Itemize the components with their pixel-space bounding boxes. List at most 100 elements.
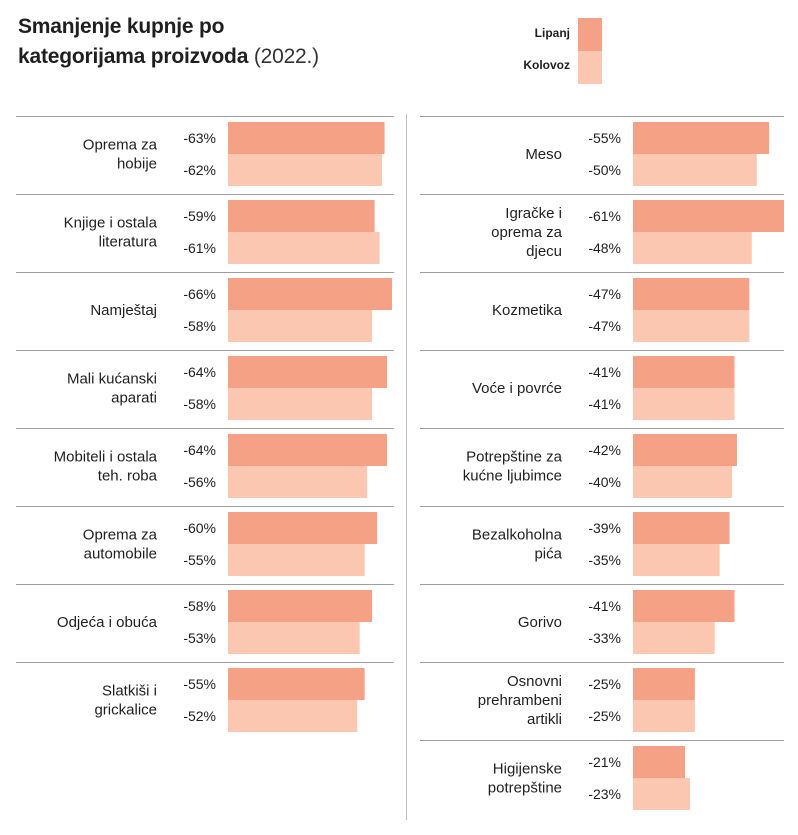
bar-lipanj: [633, 278, 750, 310]
value-label: -47%: [588, 286, 621, 302]
category-label-line: literatura: [99, 234, 158, 251]
bar-kolovoz: [633, 466, 733, 498]
value-label: -41%: [588, 364, 621, 380]
category-label: Gorivo: [518, 614, 562, 631]
category-label-line: Voće i povrće: [472, 380, 562, 397]
value-label: -25%: [588, 708, 621, 724]
bar-kolovoz: [228, 466, 368, 498]
bar-lipanj: [633, 668, 695, 700]
category-label: Mali kućanski aparati: [67, 371, 157, 407]
legend-label-kolovoz: Kolovoz: [523, 58, 570, 72]
legend-swatch-lipanj: [578, 18, 602, 51]
value-label: -47%: [588, 318, 621, 334]
category-label-line: pića: [534, 546, 562, 563]
bar-kolovoz: [633, 310, 750, 342]
bar-kolovoz: [633, 700, 695, 732]
value-label: -42%: [588, 442, 621, 458]
bar-lipanj: [228, 668, 365, 700]
category-label-line: Higijenske: [493, 761, 562, 778]
value-label: -61%: [588, 208, 621, 224]
category-label-line: Kozmetika: [492, 302, 563, 319]
value-label: -35%: [588, 552, 621, 568]
bar-kolovoz: [633, 622, 715, 654]
category-label: Mobiteli i ostala teh. roba: [54, 449, 158, 485]
chart-title: Smanjenje kupnje po kategorijama proizvo…: [18, 12, 319, 72]
bar-lipanj: [633, 434, 737, 466]
category-label-line: hobije: [117, 156, 157, 173]
value-label: -39%: [588, 520, 621, 536]
bar-kolovoz: [633, 154, 757, 186]
bar-lipanj: [633, 122, 770, 154]
value-label: -55%: [183, 676, 216, 692]
category-label-line: Mali kućanski: [67, 371, 157, 388]
category-label-line: Gorivo: [518, 614, 562, 631]
category-label: Oprema za hobije: [83, 137, 158, 173]
category-label-line: kućne ljubimce: [463, 468, 562, 485]
value-label: -33%: [588, 630, 621, 646]
value-label: -63%: [183, 130, 216, 146]
category-label-line: Oprema za: [83, 137, 158, 154]
title-line-2: kategorijama proizvoda: [18, 45, 249, 68]
value-label: -52%: [183, 708, 216, 724]
value-label: -53%: [183, 630, 216, 646]
bar-kolovoz: [633, 232, 752, 264]
value-label: -23%: [588, 786, 621, 802]
category-label-line: djecu: [526, 243, 562, 260]
value-label: -41%: [588, 396, 621, 412]
category-label: Kozmetika: [492, 302, 563, 319]
value-label: -64%: [183, 442, 216, 458]
category-label-line: aparati: [111, 390, 157, 407]
bar-kolovoz: [633, 388, 735, 420]
title-year: (2022.): [253, 45, 319, 68]
category-label-line: oprema za: [491, 224, 563, 241]
category-label-line: Odjeća i obuća: [57, 614, 158, 631]
bar-kolovoz: [228, 544, 365, 576]
value-label: -48%: [588, 240, 621, 256]
panel-divider: [406, 114, 407, 820]
bar-lipanj: [228, 200, 375, 232]
category-label: Igračke i oprema za djecu: [491, 205, 563, 260]
value-label: -55%: [588, 130, 621, 146]
bar-lipanj: [633, 590, 735, 622]
value-label: -55%: [183, 552, 216, 568]
category-label: Voće i povrće: [472, 380, 562, 397]
category-label: Potrepštine za kućne ljubimce: [463, 449, 563, 485]
category-label: Meso: [525, 146, 562, 163]
value-label: -64%: [183, 364, 216, 380]
value-label: -66%: [183, 286, 216, 302]
value-label: -21%: [588, 754, 621, 770]
category-label-line: artikli: [527, 711, 562, 728]
bar-kolovoz: [228, 232, 380, 264]
category-label-line: Potrepštine za: [466, 449, 563, 466]
bar-lipanj: [228, 434, 388, 466]
bar-kolovoz: [633, 544, 720, 576]
category-label: Knjige i ostala literatura: [64, 215, 158, 251]
bar-lipanj: [633, 746, 685, 778]
category-label-line: Slatkiši i: [102, 683, 157, 700]
category-label-line: Bezalkoholna: [472, 527, 563, 544]
bar-kolovoz: [228, 700, 358, 732]
bar-lipanj: [633, 356, 735, 388]
value-label: -58%: [183, 598, 216, 614]
value-label: -58%: [183, 318, 216, 334]
value-label: -56%: [183, 474, 216, 490]
category-label-line: Meso: [525, 146, 562, 163]
bar-lipanj: [228, 356, 388, 388]
category-label: Higijenske potrepštine: [488, 761, 562, 797]
bar-lipanj: [228, 512, 378, 544]
category-label-line: potrepštine: [488, 780, 562, 797]
category-label: Slatkiši i grickalice: [94, 683, 157, 719]
bar-lipanj: [228, 278, 392, 310]
title-line-1: Smanjenje kupnje po: [18, 15, 225, 38]
category-label-line: automobile: [84, 546, 157, 563]
category-label: Oprema za automobile: [83, 527, 158, 563]
value-label: -25%: [588, 676, 621, 692]
bar-kolovoz: [228, 310, 373, 342]
category-label: Namještaj: [90, 302, 157, 319]
value-label: -62%: [183, 162, 216, 178]
value-label: -60%: [183, 520, 216, 536]
category-label: Osnovni prehrambeni artikli: [478, 673, 562, 728]
value-label: -40%: [588, 474, 621, 490]
bar-kolovoz: [228, 388, 373, 420]
category-label-line: grickalice: [94, 702, 157, 719]
